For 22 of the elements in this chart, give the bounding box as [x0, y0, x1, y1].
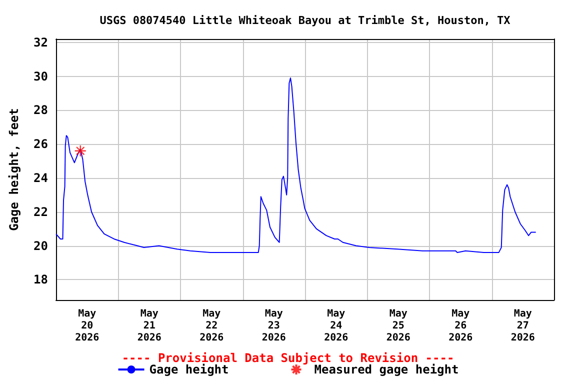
- y-tick-label: 18: [34, 272, 48, 287]
- y-tick-label: 32: [34, 35, 48, 50]
- y-tick-label: 22: [34, 204, 48, 219]
- y-tick-label: 26: [34, 137, 48, 152]
- y-tick-label: 30: [34, 69, 48, 84]
- x-tick-label: May 26 2026: [448, 308, 473, 344]
- x-tick-label: May 23 2026: [262, 308, 286, 344]
- legend-label: Measured gage height: [314, 362, 459, 376]
- x-tick-label: May 27 2026: [510, 308, 535, 344]
- y-tick-label: 24: [34, 170, 48, 185]
- x-tick-label: May 22 2026: [200, 308, 224, 344]
- text: ---- Provisional Data Subject to Revision ----: [122, 351, 454, 365]
- legend-label: Gage height: [149, 362, 229, 376]
- x-tick-label: May 21 2026: [137, 308, 162, 344]
- line-series: [56, 77, 536, 254]
- x-tick-label: May 20 2026: [75, 308, 100, 344]
- y-tick-label: 20: [34, 238, 48, 253]
- y-tick-label: 28: [34, 103, 48, 118]
- x-tick-label: May 25 2026: [386, 308, 410, 344]
- x-tick-label: May 24 2026: [324, 308, 348, 344]
- chart-title: USGS 08074540 Little Whiteoak Bayou at Trimble St, Houston, TX: [100, 14, 511, 27]
- y-axis-title: Gage height, feet: [7, 108, 21, 231]
